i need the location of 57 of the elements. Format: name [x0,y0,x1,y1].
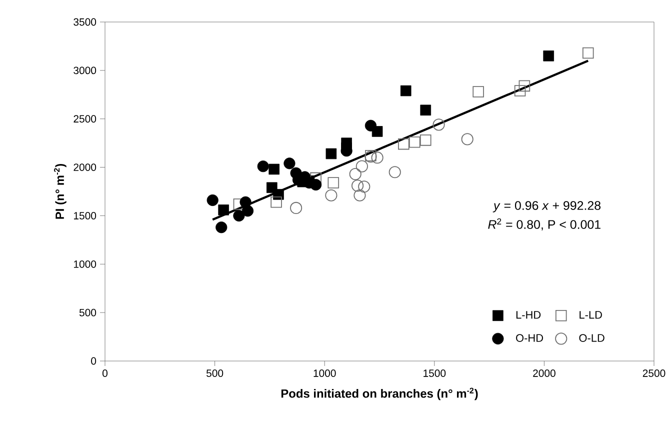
x-tick-label: 500 [206,370,224,377]
legend-label: L-HD [516,311,541,319]
point [257,160,269,172]
point [543,50,554,62]
point [328,177,340,188]
point [518,80,530,92]
point [356,160,368,172]
y-tick-label: 0 [91,357,96,365]
point [284,158,296,170]
y-tick-label: 3500 [74,18,96,26]
point [268,164,280,175]
point [206,194,218,206]
x-tick-label: 0 [102,370,108,377]
annotation: R$^{2}$ = 0.80, P < 0.001 [488,218,600,230]
legend-label: O-HD [516,334,544,342]
y-tick-label: 2500 [74,115,96,123]
point [242,205,254,217]
point [420,134,432,146]
x-tick-label: 1000 [314,370,336,377]
point [326,148,337,160]
point [400,85,412,96]
annotation: y = 0.96 x + 992.28 [492,201,601,212]
point [364,120,377,132]
point [325,189,338,202]
point [349,168,362,180]
x-axis-title: Pods initiated on branches (n° m$^{-2}$) [281,388,478,400]
point [354,189,366,202]
point [310,178,322,191]
y-tick-label: 1500 [74,212,96,220]
y-tick-label: 2000 [74,164,96,171]
point [432,118,445,131]
y-tick-label: 3000 [74,66,96,74]
point [371,152,384,164]
y-tick-label: 500 [79,308,96,316]
legend-label: O-LD [579,334,604,342]
point [270,196,282,208]
y-tick-label: 1000 [74,260,96,268]
x-tick-label: 2000 [533,370,556,377]
point [218,204,229,216]
point [273,189,284,200]
point [514,85,526,96]
point [351,180,364,192]
point [290,202,302,214]
point [472,86,484,98]
point [582,47,594,59]
point [388,166,401,178]
point [461,133,474,146]
point [233,210,245,222]
point [408,136,420,148]
point [398,138,410,150]
point [216,222,228,234]
point [358,180,370,193]
x-tick-label: 1500 [424,370,446,377]
point [420,104,432,116]
y-axis-title: PI (n° m$^{-2}$) [54,164,66,219]
legend-label: L-LD [580,311,602,319]
x-tick-label: 2500 [642,370,666,377]
